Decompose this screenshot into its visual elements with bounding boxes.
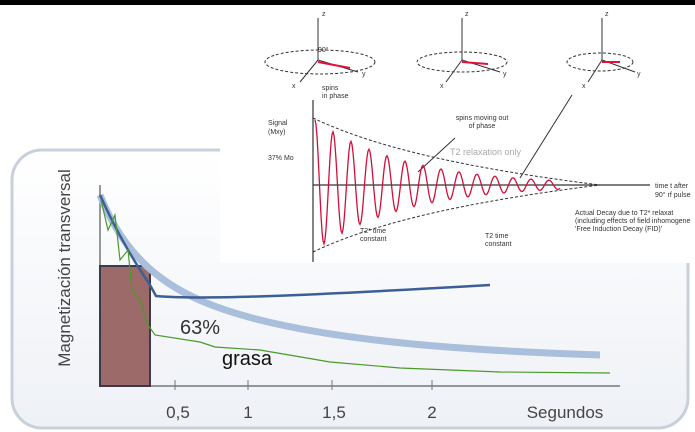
axis-letter: z bbox=[322, 11, 326, 18]
note: 90° rf pulse bbox=[655, 191, 691, 199]
angle: 90° bbox=[318, 46, 329, 54]
top-bar bbox=[0, 0, 695, 5]
x-tick-label: 2 bbox=[427, 403, 436, 422]
annotation: 63% bbox=[180, 317, 220, 339]
x-tick-label: 1,5 bbox=[322, 403, 346, 422]
note: 37% Mo bbox=[268, 155, 294, 162]
note: (including effects of field inhomogene bbox=[575, 218, 691, 225]
note: constant bbox=[485, 241, 512, 248]
note: time t after bbox=[655, 183, 689, 190]
axis-letter: x bbox=[440, 83, 444, 90]
note: of phase bbox=[469, 123, 496, 130]
x-tick-label: 1 bbox=[243, 403, 252, 422]
series-label: grasa bbox=[222, 348, 273, 370]
x-axis-label: Segundos bbox=[527, 403, 604, 422]
axis-letter: y bbox=[362, 71, 366, 78]
note: 'Free Induction Decay (FID)' bbox=[575, 226, 662, 233]
axis-letter: z bbox=[605, 11, 609, 18]
x-tick-label: 0,5 bbox=[166, 403, 190, 422]
note: in phase bbox=[322, 93, 349, 100]
note: Signal bbox=[268, 120, 288, 127]
inset: z z z y y y x x x 90° spins in phase Sig… bbox=[220, 5, 695, 263]
note: T2 relaxation only bbox=[450, 147, 522, 157]
axis-letter: y bbox=[637, 71, 641, 78]
y-axis-label: Magnetización transversal bbox=[55, 169, 74, 366]
note: Actual Decay due to T2* relaxat bbox=[575, 210, 673, 217]
note: T2* time bbox=[360, 228, 386, 235]
note: (Mxy) bbox=[268, 129, 286, 136]
shaded-area bbox=[100, 266, 150, 386]
note: T2 time bbox=[485, 233, 508, 240]
note: constant bbox=[360, 236, 387, 243]
slide: Magnetización transversal 0,5 1 1,5 2 Se… bbox=[0, 0, 695, 432]
axis-letter: z bbox=[465, 11, 469, 18]
axis-letter: x bbox=[582, 83, 586, 90]
note: spins moving out bbox=[456, 115, 509, 122]
note: spins bbox=[322, 85, 339, 92]
axis-letter: y bbox=[503, 71, 507, 78]
axis-letter: x bbox=[292, 83, 296, 90]
